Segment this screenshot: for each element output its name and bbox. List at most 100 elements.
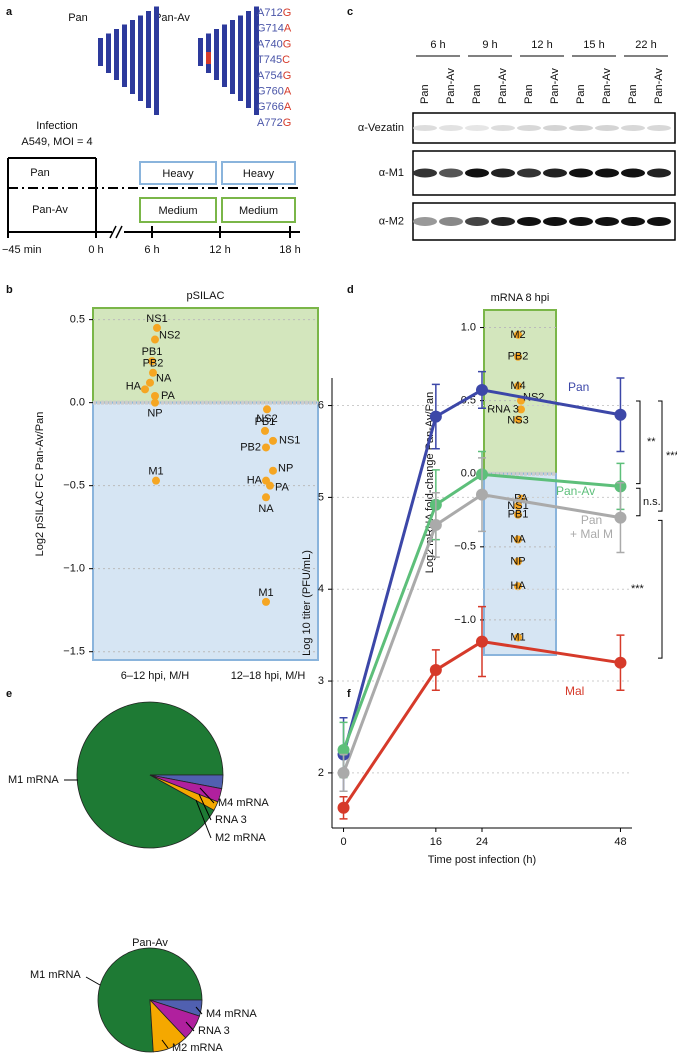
point-label: PB1 (508, 509, 529, 521)
point-label: PA (275, 482, 290, 494)
x-tick-label: 0 (340, 836, 346, 848)
line (161, 1039, 169, 1049)
y-tick-label: 4 (318, 583, 324, 595)
point-label: NS1 (146, 313, 167, 325)
series-line (342, 472, 621, 751)
mutation-ref: A740 (257, 38, 283, 50)
panel-label: a (6, 6, 13, 18)
time-label: 12 h (531, 39, 552, 51)
point (514, 582, 522, 591)
mutation-alt: G (283, 117, 292, 129)
point-label: NP (510, 555, 525, 567)
strain-label: Pan-Av (154, 12, 190, 24)
mutation: A712G (257, 7, 291, 19)
mutation: G760A (257, 85, 292, 97)
time-label: −45 min (2, 244, 41, 256)
label-box (221, 197, 296, 223)
band (465, 217, 489, 226)
series-label: Pan-Av (556, 484, 596, 498)
box-label: Medium (239, 205, 278, 217)
point (476, 635, 488, 648)
y-tick-label: 1.0 (461, 321, 476, 333)
lane-label: Pan (419, 84, 431, 104)
antibody-label: α-Vezatin (358, 122, 404, 134)
mutation: A740G (257, 38, 291, 50)
point-label: HA (510, 580, 526, 592)
band (621, 125, 645, 131)
time-label: 0 h (88, 244, 103, 256)
y-tick-label: 0.5 (461, 395, 476, 407)
lane-label: Pan-Av (653, 68, 665, 104)
series-line (342, 388, 621, 755)
infection-label: Infection (36, 120, 78, 132)
segment-bar (122, 24, 127, 87)
point-label: M1 (148, 466, 163, 478)
point-label: PB2 (508, 351, 529, 363)
x-axis-label: Time post infection (h) (428, 854, 536, 866)
time-label: 12 h (209, 244, 230, 256)
time-label: 15 h (583, 39, 604, 51)
point (152, 476, 160, 485)
point (514, 501, 522, 510)
point (263, 405, 271, 414)
line (85, 976, 101, 986)
lane-label: Pan-Av (445, 68, 457, 104)
point (429, 664, 442, 677)
y-tick-label: 0.5 (70, 314, 85, 326)
point-label: HA (247, 475, 263, 487)
label-box (139, 161, 217, 185)
segment-bar (138, 15, 143, 101)
point (514, 633, 522, 642)
mutation-mark (206, 52, 211, 64)
line (198, 793, 212, 821)
band (413, 217, 437, 226)
box-label: Heavy (243, 168, 275, 180)
row-label: Pan-Av (32, 204, 68, 216)
bracket (636, 400, 641, 485)
lane-label: Pan-Av (497, 68, 509, 104)
mutation-alt: C (282, 54, 290, 66)
lane-label: Pan (575, 84, 587, 104)
lane-label: Pan (627, 84, 639, 104)
point (514, 535, 522, 544)
point (269, 466, 277, 475)
point (262, 597, 270, 606)
strain-label: Pan (68, 12, 88, 24)
point-label: PB2 (143, 358, 164, 370)
row-label: Pan (30, 167, 50, 179)
segment-bar (246, 11, 251, 108)
y-tick-label: 0.0 (461, 468, 476, 480)
y-tick-label: 2 (318, 767, 324, 779)
annotation: *** (631, 583, 645, 595)
mutation-ref: A754 (257, 70, 283, 82)
slice-label: M2 mRNA (172, 1042, 223, 1053)
y-tick-label: −0.5 (454, 541, 476, 553)
time-label: 6 h (144, 244, 159, 256)
y-tick-label: −1.0 (454, 614, 476, 626)
point (337, 743, 350, 756)
point (149, 368, 157, 377)
segment-bar (238, 15, 243, 101)
point (146, 378, 154, 387)
band (569, 168, 593, 178)
box-label: Medium (158, 205, 197, 217)
band (517, 168, 541, 178)
segment-bar (222, 24, 227, 87)
point (614, 656, 627, 669)
mutation-ref: G714 (257, 23, 284, 35)
line (199, 787, 215, 804)
antibody-label: α-M2 (379, 215, 404, 227)
point-label: PB1 (255, 416, 276, 428)
point (148, 357, 156, 366)
slice-label: RNA 3 (198, 1025, 230, 1037)
mutation: G714A (257, 23, 292, 35)
point-label: NA (510, 533, 526, 545)
panel-label: f (347, 688, 351, 700)
bracket (658, 400, 663, 512)
antibody-label: α-M1 (379, 167, 404, 179)
band (491, 217, 515, 226)
mutation-ref: A772 (257, 117, 283, 129)
band (465, 168, 489, 178)
slice-label: M4 mRNA (206, 1008, 257, 1020)
band (595, 217, 619, 226)
